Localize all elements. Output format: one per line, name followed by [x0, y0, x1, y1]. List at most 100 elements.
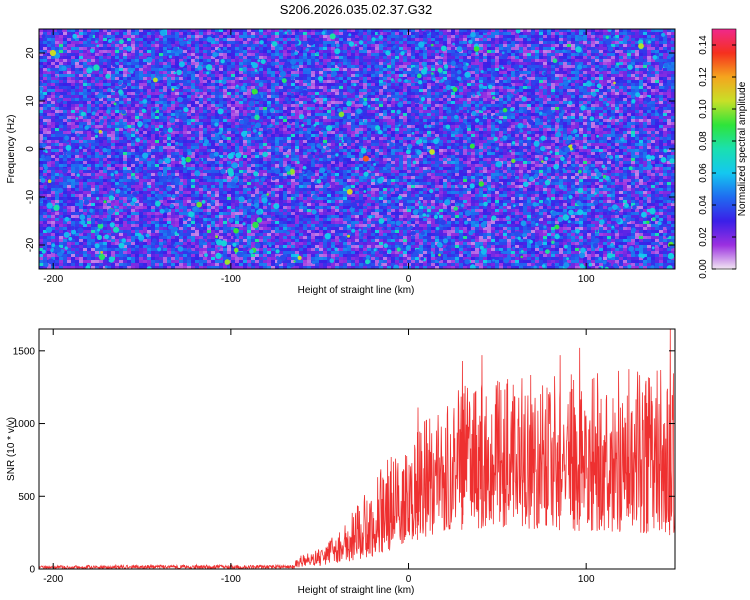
heatmap-cell [239, 62, 244, 66]
heatmap-cell [311, 35, 316, 39]
heatmap-cell [163, 71, 168, 75]
heatmap-cell [507, 47, 512, 51]
heatmap-cell [647, 113, 652, 117]
heatmap-cell [91, 71, 96, 75]
heatmap-cell [139, 80, 144, 84]
heatmap-cell [275, 68, 280, 72]
heatmap-cell [171, 29, 176, 33]
heatmap-cell [43, 77, 48, 81]
heatmap-cell [351, 38, 356, 42]
heatmap-cell [43, 71, 48, 75]
heatmap-cell [75, 86, 80, 90]
heatmap-cell [383, 77, 388, 81]
heatmap-cell [571, 107, 576, 111]
heatmap-cell [319, 59, 324, 63]
heatmap-cell [467, 77, 472, 81]
heatmap-cell [171, 44, 176, 48]
heatmap-cell [567, 53, 572, 57]
heatmap-cell [435, 83, 440, 87]
heatmap-cell [583, 74, 588, 78]
heatmap-cell [559, 65, 564, 69]
heatmap-cell [251, 95, 256, 99]
heatmap-cell [415, 41, 420, 45]
heatmap-cell [339, 47, 344, 51]
heatmap-cell [107, 35, 112, 39]
heatmap-cell [343, 44, 348, 48]
heatmap-cell [507, 71, 512, 75]
heatmap-cell [367, 119, 372, 123]
heatmap-cell [171, 32, 176, 36]
heatmap-cell [279, 95, 284, 99]
heatmap-cell [655, 86, 660, 90]
heatmap-cell [143, 113, 148, 117]
heatmap-cell [655, 101, 660, 105]
heatmap-cell [39, 29, 44, 33]
heatmap-cell [579, 44, 584, 48]
heatmap-cell [163, 86, 168, 90]
heatmap-cell [43, 38, 48, 42]
heatmap-cell [607, 89, 612, 93]
heatmap-cell [335, 83, 340, 87]
heatmap-cell [627, 104, 632, 108]
heatmap-cell [367, 53, 372, 57]
heatmap-cell [107, 92, 112, 96]
heatmap-cell [579, 41, 584, 45]
heatmap-cell [275, 41, 280, 45]
heatmap-cell [367, 65, 372, 69]
heatmap-cell [471, 77, 476, 81]
heatmap-cell [611, 101, 616, 105]
heatmap-cell [535, 32, 540, 36]
heatmap-cell [659, 41, 664, 45]
heatmap-cell [87, 83, 92, 87]
heatmap-cell [147, 110, 152, 114]
heatmap-cell [147, 83, 152, 87]
heatmap-cell [171, 62, 176, 66]
heatmap-cell [83, 89, 88, 93]
heatmap-cell [223, 50, 228, 54]
heatmap-cell [559, 107, 564, 111]
heatmap-cell [487, 32, 492, 36]
heatmap-cell [111, 77, 116, 81]
heatmap-cell [295, 83, 300, 87]
heatmap-cell [59, 113, 64, 117]
heatmap-cell [567, 29, 572, 33]
heatmap-cell [359, 35, 364, 39]
heatmap-cell [83, 110, 88, 114]
heatmap-cell [247, 107, 252, 111]
heatmap-cell [195, 98, 200, 102]
heatmap-cell [335, 101, 340, 105]
heatmap-cell [563, 92, 568, 96]
heatmap-cell [287, 104, 292, 108]
heatmap-cell [91, 119, 96, 123]
heatmap-cell [43, 62, 48, 66]
heatmap-cell [563, 101, 568, 105]
heatmap-cell [235, 92, 240, 96]
heatmap-cell [527, 95, 532, 99]
heatmap-cell [507, 53, 512, 57]
heatmap-cell [491, 68, 496, 72]
heatmap-cell [423, 35, 428, 39]
heatmap-cell [315, 44, 320, 48]
heatmap-cell [495, 86, 500, 90]
heatmap-cell [371, 53, 376, 57]
heatmap-cell [623, 110, 628, 114]
heatmap-cell [291, 104, 296, 108]
heatmap-cell [607, 71, 612, 75]
heatmap-cell [499, 53, 504, 57]
heatmap-cell [411, 50, 416, 54]
heatmap-cell [227, 89, 232, 93]
heatmap-cell [655, 35, 660, 39]
heatmap-cell [659, 80, 664, 84]
heatmap-cell [55, 65, 60, 69]
heatmap-cell [607, 107, 612, 111]
heatmap-cell [255, 59, 260, 63]
heatmap-cell [139, 62, 144, 66]
heatmap-cell [503, 80, 508, 84]
heatmap-cell [435, 119, 440, 123]
heatmap-cell [251, 50, 256, 54]
heatmap-cell [307, 89, 312, 93]
heatmap-cell [563, 98, 568, 102]
heatmap-cell [555, 101, 560, 105]
heatmap-cell [543, 92, 548, 96]
heatmap-cell [51, 116, 56, 120]
